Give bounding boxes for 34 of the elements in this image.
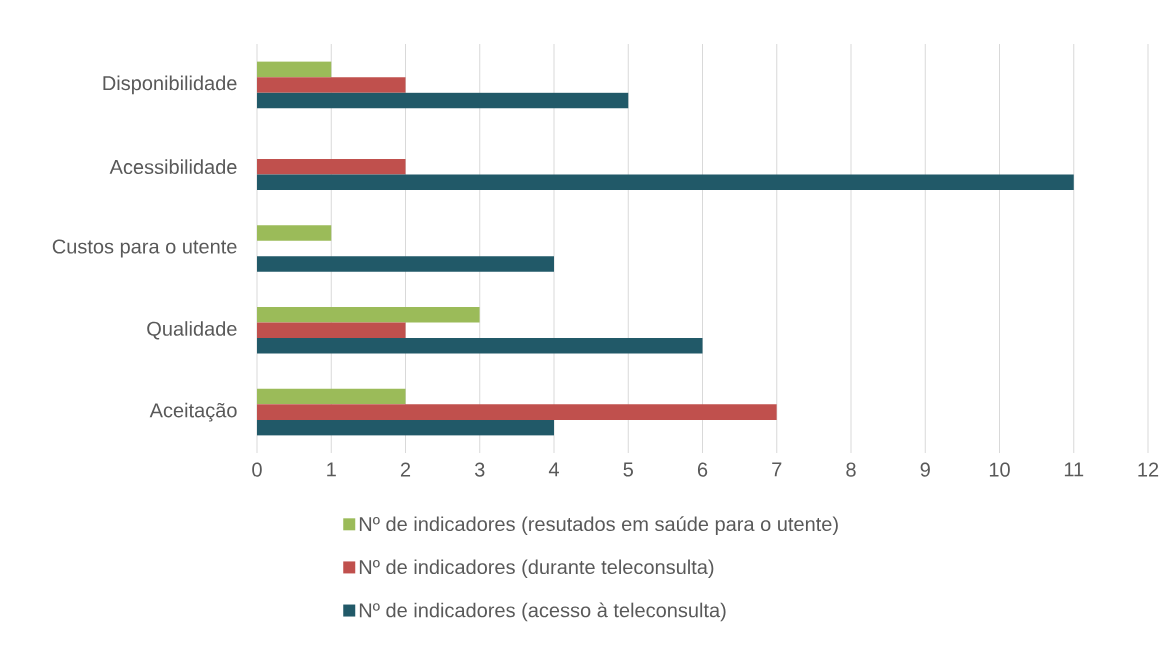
y-tick-label: Acessibilidade bbox=[109, 159, 237, 175]
bar bbox=[257, 404, 777, 420]
legend-label: Nº de indicadores (acesso à teleconsulta) bbox=[359, 602, 726, 622]
y-tick-label: Disponibilidade bbox=[103, 75, 237, 95]
x-tick-label: 2 bbox=[400, 462, 411, 477]
y-tick-label: Aceitação bbox=[149, 402, 237, 422]
bar bbox=[257, 174, 1074, 191]
bar bbox=[257, 256, 554, 272]
bar bbox=[257, 306, 480, 323]
x-tick-label: 6 bbox=[697, 462, 708, 477]
x-tick-label: 10 bbox=[989, 462, 1010, 477]
x-tick-label: 12 bbox=[1138, 462, 1159, 477]
x-tick-label: 3 bbox=[474, 462, 485, 477]
x-tick-label: 0 bbox=[252, 462, 262, 477]
x-tick-label: 5 bbox=[623, 462, 633, 477]
bar bbox=[257, 419, 554, 436]
legend-label: Nº de indicadores (resutados em saúde para o utente) bbox=[359, 516, 838, 536]
bar bbox=[257, 225, 332, 241]
bar bbox=[257, 92, 629, 109]
x-tick-label: 8 bbox=[846, 462, 856, 477]
bar bbox=[257, 77, 406, 93]
y-tick-label: Qualidade bbox=[147, 321, 237, 340]
bar bbox=[257, 338, 703, 354]
x-tick-label: 9 bbox=[920, 462, 930, 477]
bar bbox=[257, 61, 332, 78]
bar bbox=[257, 388, 406, 405]
legend-label: Nº de indicadores (durante teleconsulta) bbox=[359, 559, 714, 579]
x-tick-label: 11 bbox=[1064, 462, 1084, 477]
bar bbox=[257, 322, 406, 339]
bar bbox=[257, 158, 406, 175]
x-tick-label: 7 bbox=[772, 462, 782, 477]
x-tick-label: 1 bbox=[327, 462, 336, 477]
x-tick-label: 4 bbox=[548, 462, 559, 477]
y-tick-label: Custos para o utente bbox=[52, 239, 237, 258]
